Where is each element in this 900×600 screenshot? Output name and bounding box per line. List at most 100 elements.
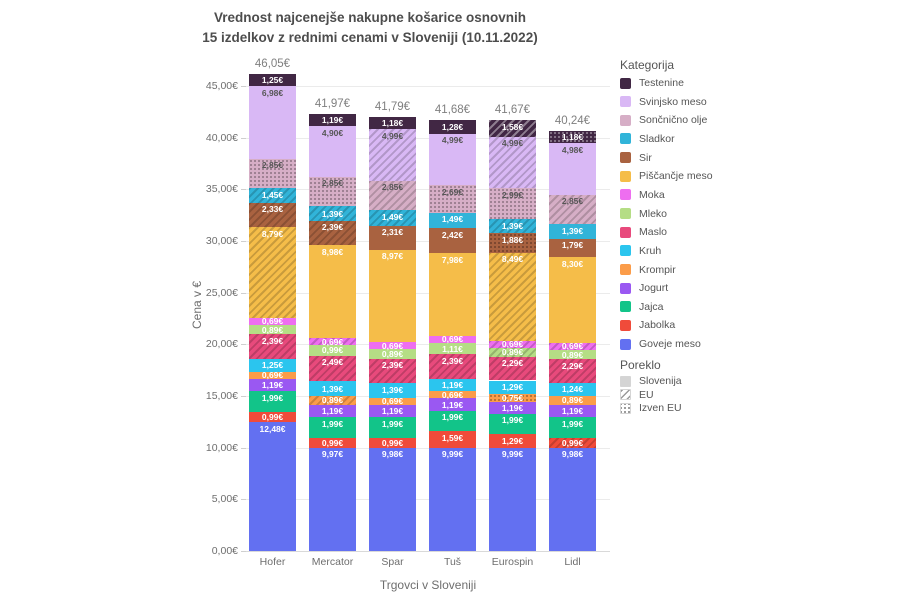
segment-mercator-kruh[interactable] bbox=[309, 381, 356, 396]
legend-item-jabolka[interactable]: Jabolka bbox=[620, 318, 675, 332]
legend-item-svinjsko-meso[interactable]: Svinjsko meso bbox=[620, 95, 707, 109]
segment-lidl-moka[interactable] bbox=[549, 342, 596, 350]
segment-tus-jabolka[interactable] bbox=[429, 431, 476, 448]
legend-item-piscancje-meso[interactable]: Piščančje meso bbox=[620, 169, 713, 183]
segment-eurospin-testenine[interactable] bbox=[489, 120, 536, 137]
segment-hofer-svinjsko-meso[interactable] bbox=[249, 86, 296, 159]
segment-mercator-sir[interactable] bbox=[309, 220, 356, 246]
segment-lidl-kruh[interactable] bbox=[549, 382, 596, 396]
segment-spar-moka[interactable] bbox=[369, 342, 416, 350]
segment-tus-svinjsko-meso[interactable] bbox=[429, 133, 476, 186]
segment-hofer-jabolka[interactable] bbox=[249, 411, 296, 423]
segment-mercator-jabolka[interactable] bbox=[309, 437, 356, 448]
legend-origin-slovenija[interactable]: Slovenija bbox=[620, 374, 682, 388]
legend-origin-eu[interactable]: EU bbox=[620, 388, 654, 402]
segment-hofer-kruh[interactable] bbox=[249, 358, 296, 372]
segment-lidl-maslo[interactable] bbox=[549, 359, 596, 383]
segment-eurospin-jajca[interactable] bbox=[489, 413, 536, 435]
segment-eurospin-soncnicno-olje[interactable] bbox=[489, 188, 536, 219]
segment-tus-soncnicno-olje[interactable] bbox=[429, 185, 476, 213]
segment-tus-krompir[interactable] bbox=[429, 391, 476, 399]
segment-hofer-sir[interactable] bbox=[249, 202, 296, 228]
segment-tus-piscancje-meso[interactable] bbox=[429, 253, 476, 336]
segment-lidl-piscancje-meso[interactable] bbox=[549, 257, 596, 343]
segment-hofer-goveje-meso[interactable] bbox=[249, 422, 296, 551]
segment-tus-jajca[interactable] bbox=[429, 410, 476, 432]
segment-spar-maslo[interactable] bbox=[369, 358, 416, 384]
segment-mercator-sladkor[interactable] bbox=[309, 206, 356, 221]
segment-eurospin-krompir[interactable] bbox=[489, 393, 536, 402]
segment-tus-goveje-meso[interactable] bbox=[429, 447, 476, 551]
segment-mercator-jajca[interactable] bbox=[309, 417, 356, 438]
segment-tus-moka[interactable] bbox=[429, 335, 476, 343]
segment-tus-mleko[interactable] bbox=[429, 342, 476, 355]
segment-lidl-testenine[interactable] bbox=[549, 131, 596, 144]
segment-lidl-jabolka[interactable] bbox=[549, 437, 596, 448]
segment-tus-maslo[interactable] bbox=[429, 354, 476, 380]
segment-eurospin-kruh[interactable] bbox=[489, 380, 536, 394]
segment-spar-testenine[interactable] bbox=[369, 117, 416, 130]
segment-eurospin-jabolka[interactable] bbox=[489, 434, 536, 448]
segment-hofer-soncnicno-olje[interactable] bbox=[249, 158, 296, 188]
segment-spar-jabolka[interactable] bbox=[369, 437, 416, 448]
segment-eurospin-sladkor[interactable] bbox=[489, 219, 536, 234]
legend-item-krompir[interactable]: Krompir bbox=[620, 263, 676, 277]
segment-eurospin-goveje-meso[interactable] bbox=[489, 447, 536, 551]
segment-lidl-goveje-meso[interactable] bbox=[549, 447, 596, 551]
segment-mercator-moka[interactable] bbox=[309, 338, 356, 346]
segment-hofer-testenine[interactable] bbox=[249, 73, 296, 87]
segment-eurospin-jogurt[interactable] bbox=[489, 401, 536, 414]
legend-item-goveje-meso[interactable]: Goveje meso bbox=[620, 337, 701, 351]
segment-tus-kruh[interactable] bbox=[429, 379, 476, 392]
segment-lidl-sladkor[interactable] bbox=[549, 224, 596, 239]
segment-hofer-jogurt[interactable] bbox=[249, 378, 296, 392]
segment-tus-sir[interactable] bbox=[429, 228, 476, 254]
segment-lidl-jogurt[interactable] bbox=[549, 404, 596, 418]
segment-eurospin-sir[interactable] bbox=[489, 233, 536, 253]
segment-hofer-jajca[interactable] bbox=[249, 391, 296, 412]
segment-spar-sir[interactable] bbox=[369, 225, 416, 250]
segment-hofer-moka[interactable] bbox=[249, 317, 296, 325]
legend-item-maslo[interactable]: Maslo bbox=[620, 225, 667, 239]
legend-item-jogurt[interactable]: Jogurt bbox=[620, 281, 668, 295]
segment-spar-goveje-meso[interactable] bbox=[369, 447, 416, 551]
segment-lidl-sir[interactable] bbox=[549, 238, 596, 257]
segment-spar-piscancje-meso[interactable] bbox=[369, 249, 416, 343]
segment-mercator-testenine[interactable] bbox=[309, 114, 356, 127]
segment-lidl-soncnicno-olje[interactable] bbox=[549, 194, 596, 225]
segment-spar-jajca[interactable] bbox=[369, 417, 416, 438]
segment-eurospin-maslo[interactable] bbox=[489, 356, 536, 381]
segment-spar-soncnicno-olje[interactable] bbox=[369, 180, 416, 211]
segment-hofer-maslo[interactable] bbox=[249, 334, 296, 359]
segment-spar-svinjsko-meso[interactable] bbox=[369, 129, 416, 181]
segment-eurospin-piscancje-meso[interactable] bbox=[489, 252, 536, 341]
legend-item-mleko[interactable]: Mleko bbox=[620, 207, 667, 221]
segment-hofer-krompir[interactable] bbox=[249, 371, 296, 379]
segment-hofer-mleko[interactable] bbox=[249, 325, 296, 335]
legend-item-jajca[interactable]: Jajca bbox=[620, 300, 664, 314]
segment-lidl-krompir[interactable] bbox=[549, 395, 596, 405]
segment-lidl-mleko[interactable] bbox=[549, 349, 596, 360]
segment-mercator-piscancje-meso[interactable] bbox=[309, 245, 356, 339]
segment-mercator-goveje-meso[interactable] bbox=[309, 447, 356, 551]
segment-spar-jogurt[interactable] bbox=[369, 404, 416, 418]
segment-lidl-jajca[interactable] bbox=[549, 417, 596, 438]
segment-eurospin-moka[interactable] bbox=[489, 340, 536, 348]
legend-item-moka[interactable]: Moka bbox=[620, 188, 665, 202]
segment-tus-sladkor[interactable] bbox=[429, 212, 476, 229]
segment-eurospin-svinjsko-meso[interactable] bbox=[489, 136, 536, 189]
legend-item-kruh[interactable]: Kruh bbox=[620, 244, 661, 258]
legend-item-sir[interactable]: Sir bbox=[620, 151, 652, 165]
segment-hofer-piscancje-meso[interactable] bbox=[249, 227, 296, 318]
segment-mercator-soncnicno-olje[interactable] bbox=[309, 176, 356, 207]
legend-origin-izven-eu[interactable]: Izven EU bbox=[620, 401, 682, 415]
segment-spar-kruh[interactable] bbox=[369, 383, 416, 398]
legend-item-soncnicno-olje[interactable]: Sončnično olje bbox=[620, 113, 707, 127]
segment-mercator-krompir[interactable] bbox=[309, 395, 356, 405]
segment-spar-sladkor[interactable] bbox=[369, 210, 416, 226]
legend-item-testenine[interactable]: Testenine bbox=[620, 76, 684, 90]
segment-mercator-svinjsko-meso[interactable] bbox=[309, 126, 356, 177]
segment-mercator-maslo[interactable] bbox=[309, 355, 356, 382]
segment-eurospin-mleko[interactable] bbox=[489, 347, 536, 357]
legend-item-sladkor[interactable]: Sladkor bbox=[620, 132, 675, 146]
